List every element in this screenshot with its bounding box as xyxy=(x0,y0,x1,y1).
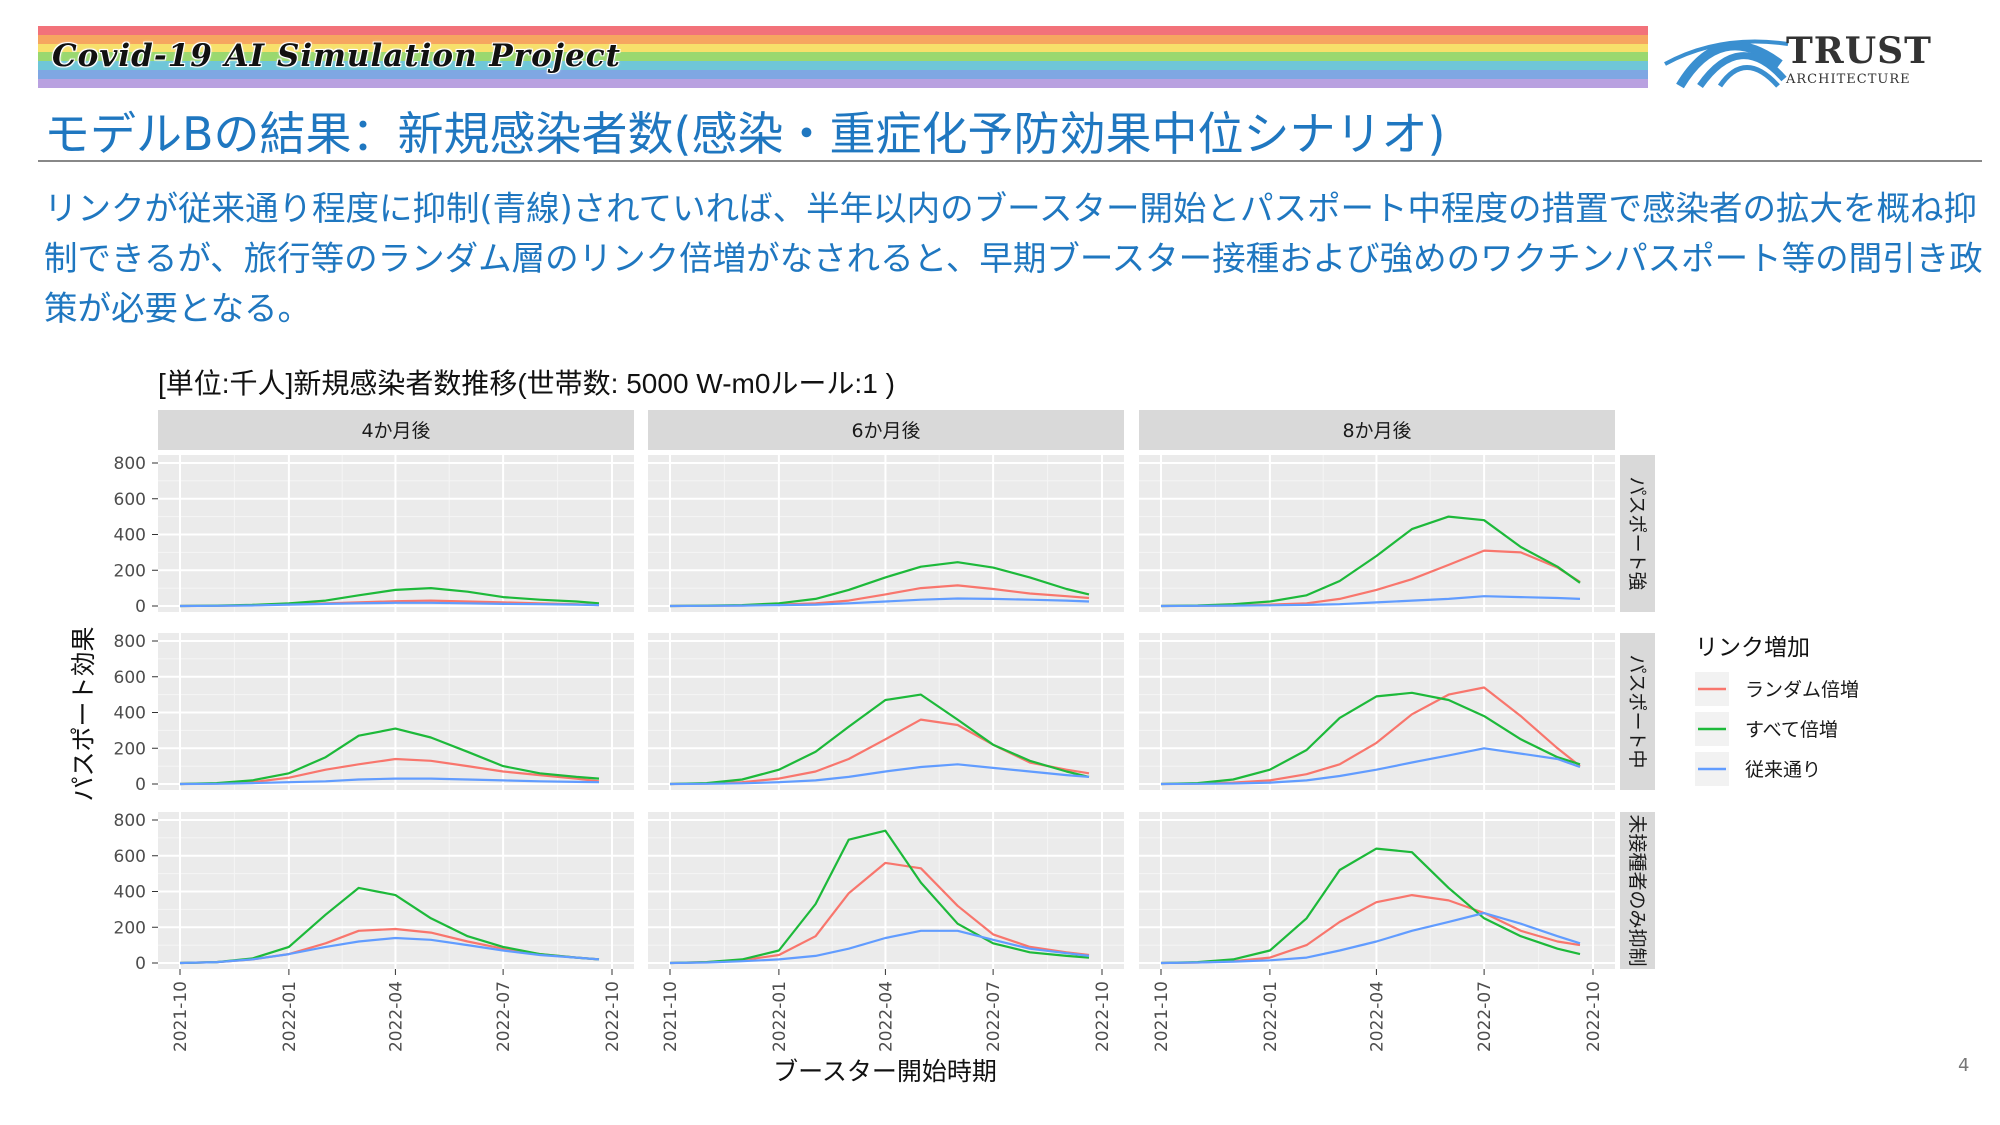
banner-title: Covid-19 AI Simulation Project xyxy=(52,38,621,74)
banner-stripe xyxy=(38,34,1648,44)
x-tick-label: 2021-10 xyxy=(661,981,681,1052)
y-tick-label: 600 xyxy=(114,490,146,510)
series-line xyxy=(179,727,600,786)
facet-strip-row xyxy=(1620,633,1655,790)
x-tick-label: 2022-10 xyxy=(1584,981,1604,1052)
series-line xyxy=(1160,595,1581,608)
series-line xyxy=(179,601,600,608)
facet-strip-row-label: パスポート中 xyxy=(1626,654,1648,768)
logo-name: TRUST xyxy=(1786,30,1932,72)
banner-stripe xyxy=(38,43,1648,53)
legend-label: すべて倍増 xyxy=(1745,719,1838,741)
facet-strip-row-label: パスポート強 xyxy=(1626,476,1648,590)
x-tick-label: 2021-10 xyxy=(171,981,191,1052)
y-tick-label: 400 xyxy=(114,526,146,546)
y-tick-label: 400 xyxy=(114,883,146,903)
legend-label: ランダム倍増 xyxy=(1745,679,1859,701)
legend-label: 従来通り xyxy=(1745,759,1821,781)
x-tick-label: 2022-01 xyxy=(770,981,790,1052)
series-line xyxy=(1160,847,1581,965)
series-line xyxy=(1160,747,1581,786)
x-tick-label: 2022-04 xyxy=(1367,981,1387,1052)
y-tick-label: 200 xyxy=(114,918,146,938)
facet-strip-col-label: 8か月後 xyxy=(1342,420,1411,442)
facet-strip-col-label: 6か月後 xyxy=(851,420,920,442)
x-tick-label: 2022-01 xyxy=(280,981,300,1052)
series-line xyxy=(669,597,1090,608)
y-tick-label: 600 xyxy=(114,847,146,867)
x-tick-label: 2022-07 xyxy=(984,981,1004,1052)
series-line xyxy=(669,929,1090,965)
series-line xyxy=(179,777,600,786)
banner-stripe xyxy=(38,78,1648,88)
banner-stripe xyxy=(38,52,1648,62)
x-tick-label: 2022-07 xyxy=(494,981,514,1052)
series-line xyxy=(1160,515,1581,608)
y-tick-label: 800 xyxy=(114,454,146,474)
series-line xyxy=(179,936,600,965)
y-tick-label: 0 xyxy=(135,775,146,795)
x-tick-label: 2022-01 xyxy=(1261,981,1281,1052)
series-line xyxy=(1160,691,1581,786)
banner-stripe xyxy=(38,61,1648,70)
title-divider xyxy=(38,160,1982,162)
x-tick-label: 2022-04 xyxy=(386,981,406,1052)
y-tick-label: 600 xyxy=(114,668,146,688)
page-title: モデルBの結果：新規感染者数(感染・重症化予防効果中位シナリオ) xyxy=(44,107,1446,161)
chart-title: [単位:千人]新規感染者数推移(世帯数: 5000 W-m0ルール:1 ) xyxy=(158,368,895,399)
banner-stripe xyxy=(38,26,1648,35)
y-tick-label: 400 xyxy=(114,704,146,724)
facet-strip-col xyxy=(648,410,1124,450)
series-line xyxy=(1160,911,1581,965)
y-tick-label: 800 xyxy=(114,632,146,652)
y-tick-label: 200 xyxy=(114,739,146,759)
logo-subtitle: ARCHITECTURE xyxy=(1786,72,1911,87)
x-tick-label: 2022-04 xyxy=(876,981,896,1052)
facet-strip-col xyxy=(1139,410,1615,450)
series-line xyxy=(669,829,1090,965)
y-tick-label: 0 xyxy=(135,597,146,617)
x-tick-label: 2022-07 xyxy=(1475,981,1495,1052)
faceted-line-chart: [単位:千人]新規感染者数推移(世帯数: 5000 W-m0ルール:1 ) 4か月… xyxy=(69,368,1859,1086)
legend-title: リンク増加 xyxy=(1695,635,1810,661)
x-axis-title: ブースター開始時期 xyxy=(773,1057,997,1086)
facet-strip-col xyxy=(158,410,634,450)
facet-strip-row xyxy=(1620,812,1655,969)
y-tick-label: 800 xyxy=(114,811,146,831)
slide-number: 4 xyxy=(1958,1055,1970,1076)
x-tick-label: 2021-10 xyxy=(1152,981,1172,1052)
banner-stripe xyxy=(38,69,1648,79)
y-tick-label: 0 xyxy=(135,954,146,974)
x-tick-label: 2022-10 xyxy=(603,981,623,1052)
trust-architecture-logo-icon xyxy=(1664,39,1789,89)
series-line xyxy=(669,763,1090,786)
rainbow-banner xyxy=(38,26,1648,88)
facet-strip-col-label: 4か月後 xyxy=(361,420,430,442)
y-tick-label: 200 xyxy=(114,561,146,581)
lead-paragraph: リンクが従来通り程度に抑制(青線)されていれば、半年以内のブースター開始とパスポ… xyxy=(44,189,1983,328)
facet-strip-row xyxy=(1620,455,1655,612)
x-tick-label: 2022-10 xyxy=(1093,981,1113,1052)
series-line xyxy=(669,693,1090,786)
y-axis-title: パスポート効果 xyxy=(69,626,98,801)
facet-strip-row-label: 未接種者のみ抑制 xyxy=(1626,814,1648,966)
